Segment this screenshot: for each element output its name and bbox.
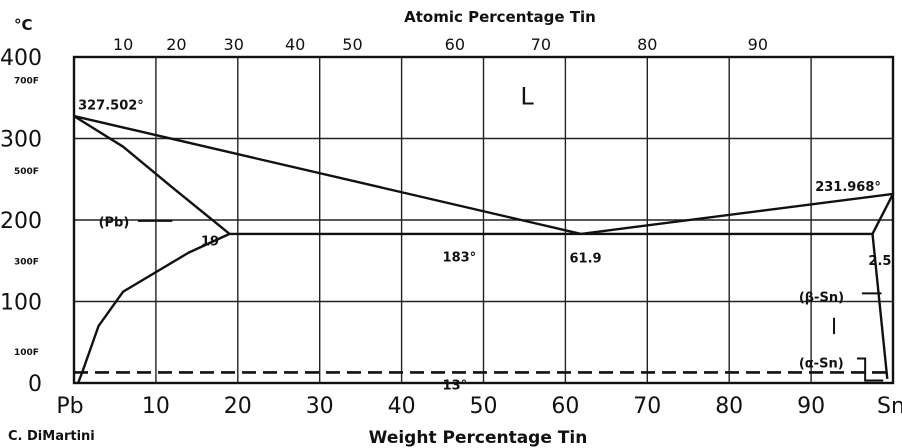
top-axis-title: Atomic Percentage Tin: [404, 8, 596, 26]
series-line-solvus-pb: [76, 232, 231, 384]
x-tick-label: 50: [470, 394, 498, 419]
top-tick-label: 90: [748, 35, 768, 54]
phase-boundaries: [73, 114, 895, 384]
y-tick-label: 300: [0, 128, 42, 153]
y-fahrenheit-label: 300F: [14, 258, 39, 268]
annotation-label: 2.5: [868, 254, 891, 269]
y-fahrenheit-label: 500F: [14, 167, 39, 177]
series-line-liquidus-sn: [580, 192, 894, 236]
annotation-label: 231.968°: [815, 180, 881, 195]
y-fahrenheit-label: 100F: [14, 348, 39, 358]
annotation-label: 183°: [443, 251, 477, 266]
top-tick-label: 30: [224, 35, 244, 54]
y-tick-label: 100: [0, 291, 42, 316]
top-tick-label: 70: [531, 35, 551, 54]
x-tick-label: 60: [551, 394, 579, 419]
y-tick-label: 400: [0, 46, 42, 71]
x-tick-label: 10: [142, 394, 170, 419]
y-axis-unit: °C: [14, 16, 33, 34]
annotation-label: (β-Sn): [799, 291, 844, 306]
annotation-label: 61.9: [569, 251, 601, 266]
y-tick-label: 200: [0, 209, 42, 234]
annotation-label: (α-Sn): [799, 357, 844, 372]
series-line-solidus-sn: [871, 193, 895, 235]
top-tick-label: 10: [113, 35, 133, 54]
grid: [74, 57, 893, 383]
series-line-solidus-pb: [73, 115, 231, 235]
x-tick-label: 80: [715, 394, 743, 419]
y-tick-label: 0: [28, 372, 42, 397]
x-axis-title: Weight Percentage Tin: [369, 428, 588, 448]
annotation-label: 19: [201, 234, 219, 249]
x-tick-label: 70: [633, 394, 661, 419]
annotation-label: 13°: [443, 379, 468, 394]
plot-frame: [72, 55, 895, 385]
annotation-label: 327.502°: [78, 98, 144, 113]
x-tick-label: Sn: [877, 394, 902, 419]
top-tick-label: 50: [342, 35, 362, 54]
top-tick-label: 40: [285, 35, 305, 54]
x-tick-label: 30: [306, 394, 334, 419]
y-fahrenheit-label: 700F: [14, 77, 39, 87]
top-tick-label: 20: [166, 35, 186, 54]
x-tick-label: 20: [224, 394, 252, 419]
credit-text: C. DiMartini: [8, 429, 95, 444]
x-tick-label: 90: [797, 394, 825, 419]
annotation-label: L: [520, 82, 534, 110]
annotations: 327.502° L 231.968° (Pb) 19 183° 61.9 2.5 (β-Sn)…: [78, 82, 891, 393]
ticks: Pb 10 20 30 40 50 60 70 80 90 Sn 0 100 200 300 400 100F 3…: [0, 35, 902, 419]
series-line-solvus-sn: [871, 233, 889, 380]
series-line-liquidus-pb: [73, 114, 582, 236]
alpha-sn-leader-line: [856, 357, 884, 382]
annotation-label: (Pb): [99, 216, 130, 231]
x-tick-label: 40: [388, 394, 416, 419]
top-tick-label: 80: [637, 35, 657, 54]
x-tick-label: Pb: [56, 394, 83, 419]
top-tick-label: 60: [445, 35, 465, 54]
